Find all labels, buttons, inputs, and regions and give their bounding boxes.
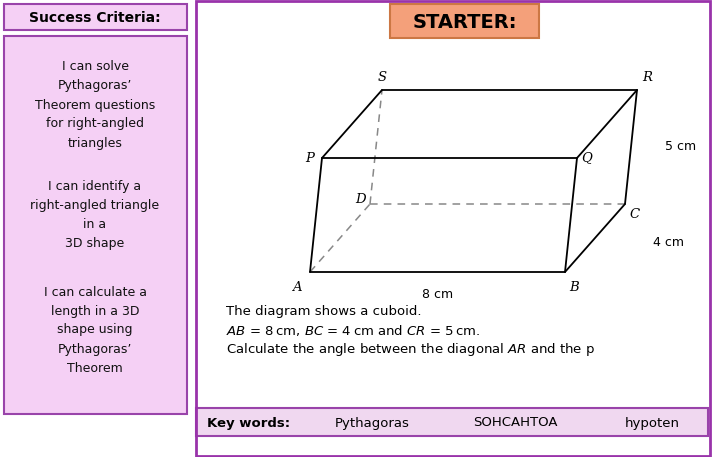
Text: I can identify a
right-angled triangle
in a
3D shape: I can identify a right-angled triangle i… [31,180,159,250]
Text: Key words:: Key words: [207,416,290,430]
Text: Q: Q [581,152,592,165]
FancyBboxPatch shape [196,408,708,436]
Text: The diagram shows a cuboid.: The diagram shows a cuboid. [226,305,422,318]
FancyBboxPatch shape [390,4,539,38]
Text: D: D [355,193,366,206]
Text: STARTER:: STARTER: [413,14,517,32]
Text: I can solve
Pythagoras’
Theorem questions
for right-angled
triangles: I can solve Pythagoras’ Theorem question… [35,60,155,149]
Text: I can calculate a
length in a 3D
shape using
Pythagoras’
Theorem: I can calculate a length in a 3D shape u… [43,286,147,374]
Text: 4 cm: 4 cm [653,237,684,250]
Text: $\mathit{AB}$ = 8 cm, $\mathit{BC}$ = 4 cm and $\mathit{CR}$ = 5 cm.: $\mathit{AB}$ = 8 cm, $\mathit{BC}$ = 4 … [226,323,481,338]
Text: hypoten: hypoten [625,416,680,430]
Text: 8 cm: 8 cm [422,288,453,301]
FancyBboxPatch shape [4,4,187,30]
Text: 5 cm: 5 cm [665,140,696,154]
FancyBboxPatch shape [4,36,187,414]
Text: R: R [642,71,652,84]
Text: B: B [569,281,579,294]
Text: Success Criteria:: Success Criteria: [29,11,161,25]
Text: SOHCAHTOA: SOHCAHTOA [473,416,557,430]
Text: P: P [305,152,314,165]
Text: Calculate the angle between the diagonal $\mathit{AR}$ and the p: Calculate the angle between the diagonal… [226,341,595,358]
Text: A: A [293,281,302,294]
Text: C: C [629,208,639,221]
Text: S: S [377,71,387,84]
Text: Pythagoras: Pythagoras [335,416,410,430]
